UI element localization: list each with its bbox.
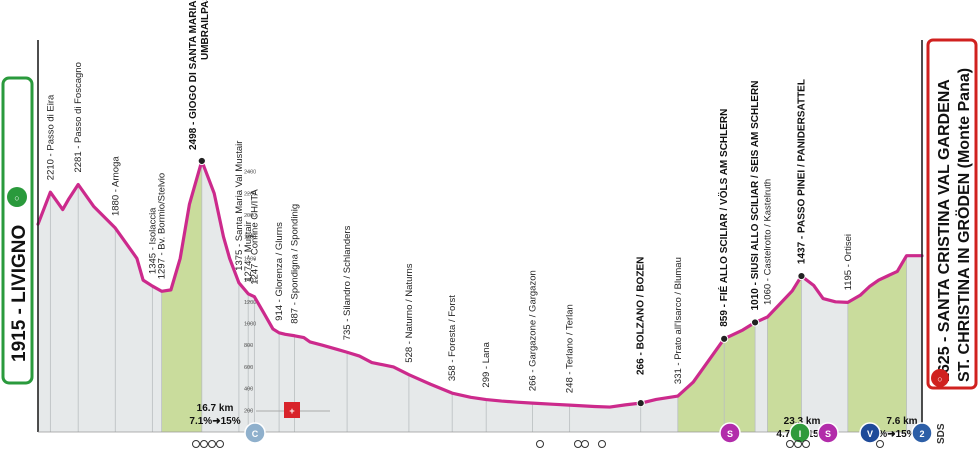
climb-length-3: 7.6 km: [886, 416, 917, 427]
summit-label-2: UMBRAILPASS: [200, 0, 211, 60]
start-bike-badge: [7, 187, 27, 207]
alt-tick-label-10: 2200: [244, 191, 256, 197]
point-label-2: 2281 - Passo di Foscagno: [73, 62, 84, 172]
point-label-8: 1274 - Mustair: [243, 221, 254, 282]
climb-area-fill-4: [847, 255, 907, 432]
summit-label: 2498 - GIOGO DI SANTA MARIA: [188, 1, 199, 150]
start-bike-icon: ○: [14, 193, 19, 203]
finish-label-box: [926, 38, 978, 390]
point-label-12: 735 - Silandro / Schlanders: [342, 225, 353, 340]
marker-badge-V-4: [859, 422, 881, 444]
climb-area-fill-2: [677, 322, 756, 432]
climb-gradient-2: 6.1%➜15%: [864, 429, 915, 440]
service-icon-3-0: [786, 440, 794, 448]
climb-area-fill-3: [767, 276, 802, 432]
point-label-18: 266 - BOLZANO / BOZEN: [636, 257, 647, 375]
finish-label-1: 1625 - SANTA CRISTINA VAL GARDENA: [936, 79, 953, 382]
point-dot-21: [750, 318, 760, 327]
climb-area-fill-1: [161, 160, 202, 433]
point-dot-6: [197, 156, 206, 166]
point-label-21: 1010 - SIUSI ALLO SCILIAR / SEIS AM SCHL…: [750, 81, 761, 311]
service-icon-0-2: [208, 440, 216, 448]
swiss-flag-cross: +: [289, 406, 294, 416]
marker-label-1: S: [727, 429, 733, 439]
marker-label-3: S: [825, 429, 831, 439]
point-label-17: 248 - Terlano / Terlan: [565, 304, 576, 393]
point-dot-20: [720, 334, 729, 343]
service-icon-0-3: [216, 440, 224, 448]
point-label-10: 914 - Glorenza / Glurns: [274, 222, 285, 321]
alt-tick-label-3: 800: [244, 343, 253, 349]
point-label-15: 299 - Lana: [481, 341, 492, 387]
point-label-9: 1247 - Confine CH/ITA: [249, 189, 260, 285]
finish-bike-badge: [931, 369, 949, 387]
alt-tick-label-9: 2000: [244, 213, 256, 219]
point-label-3: 1880 - Arnoga: [110, 156, 121, 216]
point-label-14: 358 - Foresta / Forst: [447, 295, 458, 381]
marker-label-5: 2: [919, 429, 924, 439]
alt-tick-label-8: 1800: [244, 235, 256, 241]
climb-length-1: 23.3 km: [784, 416, 821, 427]
alt-tick-label-1: 400: [244, 387, 253, 393]
start-label: 1915 - LIVIGNO: [9, 225, 30, 362]
service-icon-0-1: [200, 440, 208, 448]
profile-line: [36, 159, 924, 409]
service-icon-2-0: [574, 440, 582, 448]
marker-badge-S-1: [719, 422, 741, 444]
point-label-7: 1375 - Santa Maria Val Mustair: [234, 141, 245, 271]
profile-area-fill: [38, 160, 922, 433]
marker-badge-C-0: [244, 422, 266, 444]
point-label-1: 2210 - Passo di Eira: [45, 94, 56, 180]
point-dot-18: [636, 399, 645, 408]
alt-tick-label-4: 1000: [244, 322, 256, 328]
point-label-13: 528 - Naturno / Naturns: [404, 263, 415, 363]
climb-gradient-0: 7.1%➜15%: [189, 416, 240, 427]
service-icon-0-0: [192, 440, 200, 448]
service-icon-3-1: [794, 440, 802, 448]
point-label-16: 266 - Gargazone / Gargazon: [528, 270, 539, 391]
marker-badge-2-5: [911, 422, 933, 444]
swiss-flag-icon: [284, 402, 300, 418]
finish-label-2: ST. CHRISTINA IN GRÖDEN (Monte Pana): [954, 68, 973, 382]
alt-tick-label-11: 2400: [244, 170, 256, 176]
point-label-24: 1195 - Ortisei: [843, 234, 854, 290]
point-label-22: 1060 - Castelrotto / Kastelruth: [762, 179, 773, 305]
point-label-11: 887 - Spondigna / Spondinig: [290, 204, 301, 324]
service-icon-1-0: [536, 440, 544, 448]
finish-bike-icon: ○: [937, 374, 942, 384]
service-icon-2-1: [581, 440, 589, 448]
marker-label-0: C: [252, 429, 259, 439]
point-label-19: 331 - Prato all'Isarco / Blumau: [673, 257, 684, 384]
start-label-box: [1, 76, 34, 385]
marker-badge-S-3: [817, 422, 839, 444]
marker-badge-I-2: [789, 422, 811, 444]
alt-tick-label-0: 200: [244, 408, 253, 414]
point-label-23: 1437 - PASSO PINEI / PANIDERSATTEL: [796, 79, 807, 264]
point-label-5: 1297 - Bv. Bormio/Stelvio: [157, 173, 168, 279]
service-icon-3-2: [802, 440, 810, 448]
service-icon-4-0: [876, 440, 884, 448]
service-icon-2-2: [598, 440, 606, 448]
marker-label-4: V: [867, 429, 873, 439]
point-dot-23: [797, 271, 806, 281]
marker-label-2: I: [799, 429, 802, 439]
alt-tick-label-5: 1200: [244, 300, 256, 306]
alt-tick-label-6: 1400: [244, 278, 256, 284]
alt-tick-label-7: 1600: [244, 256, 256, 262]
point-label-20: 859 - FIÉ ALLO SCILIAR / VÖLS AM SCHLERN: [717, 109, 730, 327]
climb-length-0: 16.7 km: [197, 403, 234, 414]
alt-tick-label-2: 600: [244, 365, 253, 371]
point-label-4: 1345 - Isolaccia: [147, 207, 158, 274]
brand-logo: SDS: [936, 423, 947, 444]
